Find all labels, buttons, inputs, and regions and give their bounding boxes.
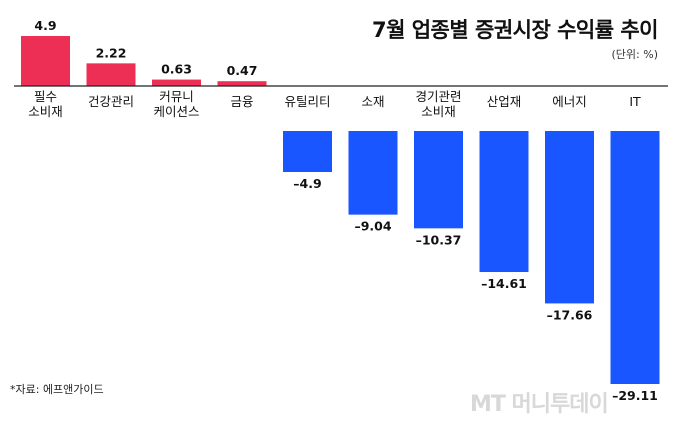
category-label: IT xyxy=(629,94,641,109)
bar xyxy=(414,131,463,229)
data-label: –4.9 xyxy=(293,176,321,191)
category-label: 건강관리 xyxy=(88,94,134,109)
bar xyxy=(217,81,267,86)
bar xyxy=(21,36,70,86)
bar xyxy=(283,131,332,172)
category-label: 소비재 xyxy=(28,104,63,119)
data-label: –14.61 xyxy=(481,276,527,291)
data-label: 4.9 xyxy=(34,18,56,33)
bar xyxy=(348,131,398,215)
bar xyxy=(545,131,594,304)
bar xyxy=(610,131,660,384)
bar xyxy=(152,79,201,86)
category-label: 금융 xyxy=(230,94,253,109)
category-label: 에너지 xyxy=(552,94,587,109)
data-label: –10.37 xyxy=(416,232,462,247)
category-label: 커뮤니 xyxy=(159,89,194,104)
data-label: –9.04 xyxy=(354,219,391,234)
data-label: 0.63 xyxy=(161,62,192,77)
category-label: 유틸리티 xyxy=(284,94,330,109)
category-label: 소비재 xyxy=(421,104,456,119)
category-label: 케이션스 xyxy=(153,104,199,119)
category-label: 필수 xyxy=(34,89,57,104)
category-label: 경기관련 xyxy=(415,89,461,104)
category-label: 산업재 xyxy=(487,94,522,109)
data-label: –29.11 xyxy=(612,388,658,403)
category-label: 소재 xyxy=(361,94,384,109)
bar xyxy=(86,63,136,86)
unit-label: (단위: %) xyxy=(611,48,658,61)
data-label: –17.66 xyxy=(547,307,593,322)
data-label: 0.47 xyxy=(227,63,258,78)
source-note: *자료: 에프앤가이드 xyxy=(10,383,104,396)
bar xyxy=(479,131,529,273)
watermark-logo: MT 머니투데이 xyxy=(470,392,609,417)
data-label: 2.22 xyxy=(96,45,127,60)
chart-title: 7월 업종별 증권시장 수익률 추이 xyxy=(371,18,659,42)
